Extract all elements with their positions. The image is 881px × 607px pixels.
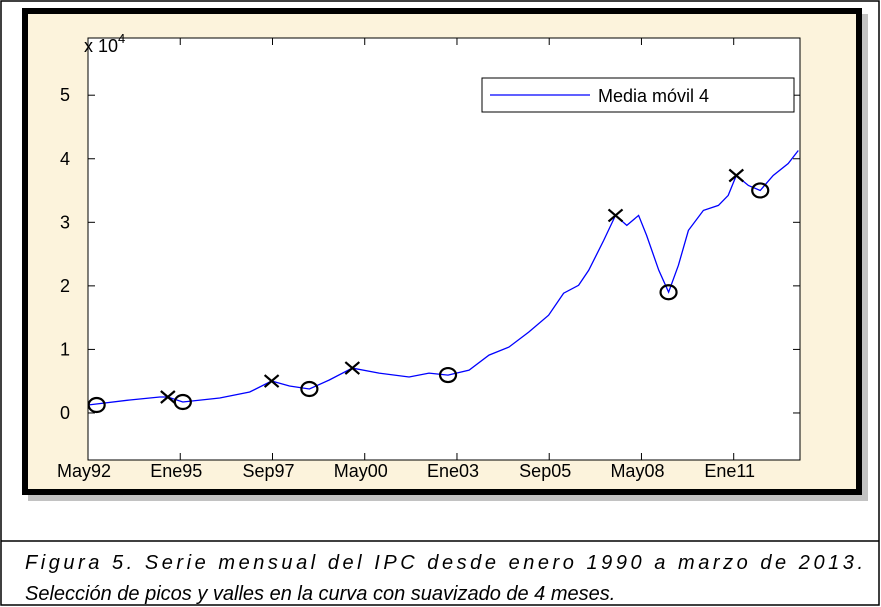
peak-marker [263,374,280,388]
x-tick-label: May08 [610,461,664,481]
y-tick-label: 1 [60,339,70,359]
x-tick-label: May92 [57,461,111,481]
valley-marker [659,284,678,301]
y-tick-label: 3 [60,212,70,232]
x-tick-label: Ene03 [427,461,479,481]
valley-marker [87,396,106,414]
x-tick-label: Ene11 [704,461,755,481]
legend-label: Media móvil 4 [598,86,709,106]
x-tick-label: May00 [334,461,388,481]
peak-marker [160,390,176,404]
peak-marker [344,361,361,375]
x-tick-label: Ene95 [150,461,202,481]
y-tick-label: 4 [60,149,70,169]
caption-line: Selección de picos y valles en la curva … [25,583,615,605]
y-scale-label: x 104 [84,31,125,56]
valley-marker [173,393,192,411]
y-scale-base: x 10 [84,36,118,56]
caption-line: Figura 5. Serie mensual del IPC desde en… [25,552,863,574]
x-tick-label: Sep97 [242,461,294,481]
x-tick-label: Sep05 [519,461,571,481]
y-tick-label: 0 [60,403,70,423]
y-tick-label: 2 [60,276,70,296]
peak-marker [607,208,624,223]
y-scale-exponent: 4 [118,31,125,46]
valley-marker [438,366,458,384]
valley-marker [751,182,770,199]
valley-marker [300,380,319,398]
peak-marker [728,168,745,183]
y-tick-label: 5 [60,85,70,105]
